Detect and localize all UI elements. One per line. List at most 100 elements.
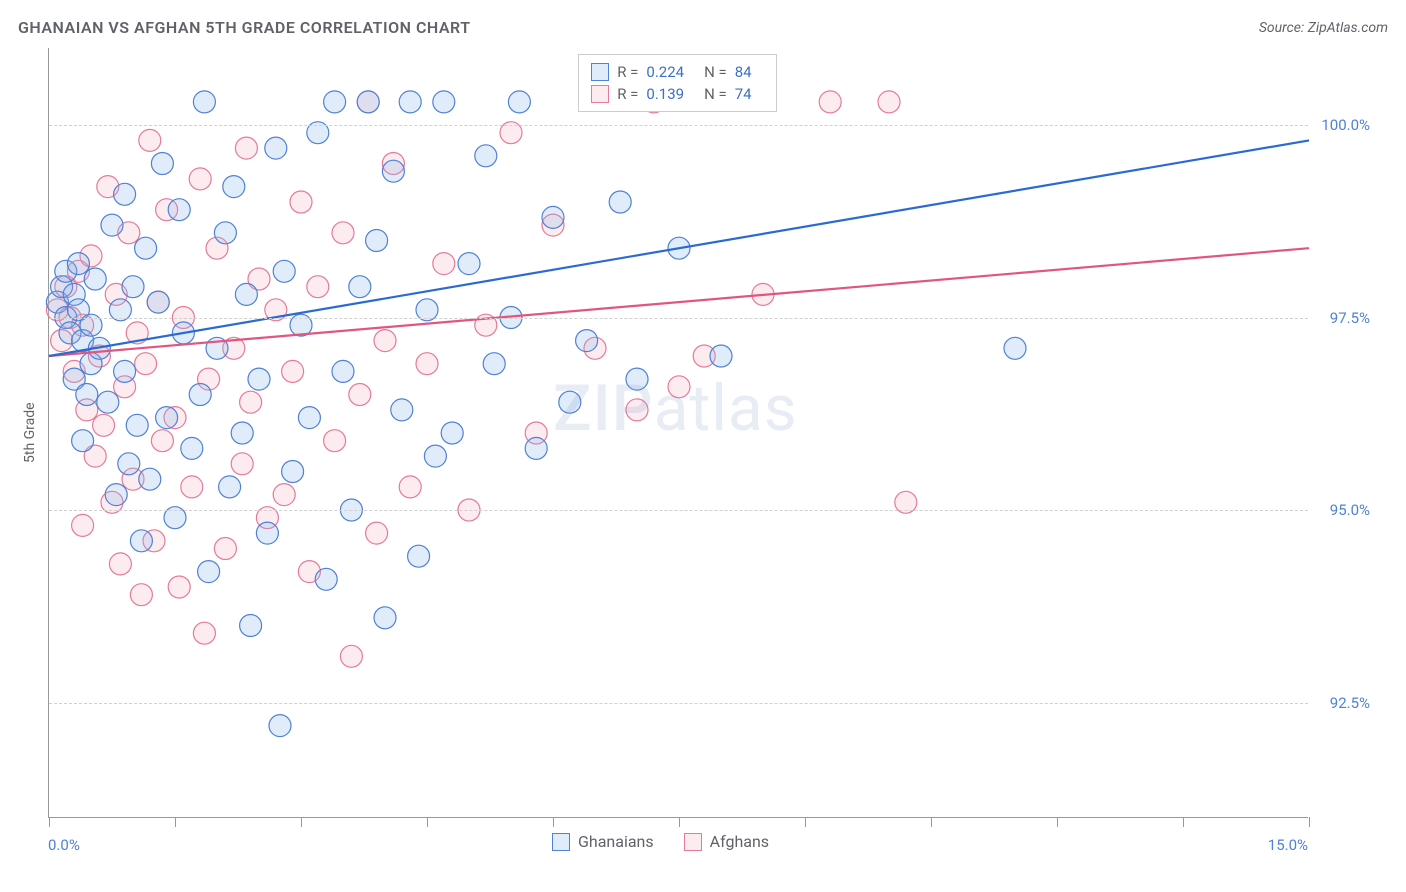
data-point-ghanaians	[391, 399, 413, 421]
data-point-afghans	[93, 414, 115, 436]
data-point-afghans	[626, 399, 648, 421]
data-point-ghanaians	[332, 360, 354, 382]
legend-swatch-afghans	[591, 85, 609, 103]
y-tick-label: 95.0%	[1330, 501, 1370, 519]
n-label: N =	[704, 85, 727, 103]
gridline	[49, 318, 1308, 319]
data-point-ghanaians	[357, 91, 379, 113]
data-point-ghanaians	[219, 476, 241, 498]
data-point-afghans	[135, 353, 157, 375]
x-tick	[427, 817, 428, 827]
data-point-afghans	[214, 538, 236, 560]
data-point-afghans	[399, 476, 421, 498]
gridline	[49, 125, 1308, 126]
data-point-afghans	[282, 360, 304, 382]
data-point-ghanaians	[193, 91, 215, 113]
data-point-ghanaians	[433, 91, 455, 113]
legend-label-afghans: Afghans	[710, 832, 769, 851]
data-point-afghans	[307, 276, 329, 298]
data-point-ghanaians	[399, 91, 421, 113]
data-point-ghanaians	[198, 561, 220, 583]
data-point-ghanaians	[525, 437, 547, 459]
legend-item-ghanaians[interactable]: Ghanaians	[552, 832, 654, 851]
x-tick	[1057, 817, 1058, 827]
trend-line-ghanaians	[49, 140, 1309, 356]
n-value-ghanaians: 84	[735, 63, 752, 81]
gridline	[49, 703, 1308, 704]
x-tick	[1309, 817, 1310, 827]
data-point-afghans	[433, 253, 455, 275]
data-point-ghanaians	[408, 545, 430, 567]
data-point-ghanaians	[101, 214, 123, 236]
data-point-ghanaians	[72, 430, 94, 452]
data-point-ghanaians	[156, 407, 178, 429]
x-tick	[679, 817, 680, 827]
data-point-ghanaians	[168, 199, 190, 221]
data-point-ghanaians	[269, 715, 291, 737]
legend-item-afghans[interactable]: Afghans	[684, 832, 769, 851]
data-point-afghans	[235, 137, 257, 159]
data-point-ghanaians	[382, 160, 404, 182]
data-point-ghanaians	[84, 268, 106, 290]
data-point-ghanaians	[105, 484, 127, 506]
r-value-ghanaians: 0.224	[646, 63, 684, 81]
legend-row-afghans: R =0.139N =74	[591, 83, 763, 105]
data-point-ghanaians	[118, 453, 140, 475]
data-point-ghanaians	[139, 468, 161, 490]
data-point-ghanaians	[235, 283, 257, 305]
data-point-afghans	[819, 91, 841, 113]
data-point-ghanaians	[1004, 337, 1026, 359]
legend-swatch-ghanaians	[552, 833, 570, 851]
legend-swatch-afghans	[684, 833, 702, 851]
data-point-afghans	[193, 622, 215, 644]
data-point-ghanaians	[189, 384, 211, 406]
x-tick	[805, 817, 806, 827]
data-point-ghanaians	[324, 91, 346, 113]
data-point-afghans	[139, 129, 161, 151]
data-point-afghans	[290, 191, 312, 213]
data-point-ghanaians	[130, 530, 152, 552]
x-tick	[175, 817, 176, 827]
data-point-ghanaians	[114, 360, 136, 382]
data-point-afghans	[231, 453, 253, 475]
data-point-afghans	[324, 430, 346, 452]
source-label: Source: ZipAtlas.com	[1259, 20, 1388, 36]
data-point-ghanaians	[349, 276, 371, 298]
series-legend: Ghanaians Afghans	[552, 832, 769, 851]
data-point-ghanaians	[609, 191, 631, 213]
x-tick	[553, 817, 554, 827]
data-point-afghans	[151, 430, 173, 452]
data-point-afghans	[273, 484, 295, 506]
legend-label-ghanaians: Ghanaians	[578, 832, 654, 851]
data-point-ghanaians	[366, 230, 388, 252]
data-point-ghanaians	[248, 368, 270, 390]
header-row: GHANAIAN VS AFGHAN 5TH GRADE CORRELATION…	[18, 18, 1388, 37]
data-point-ghanaians	[231, 422, 253, 444]
y-tick-label: 92.5%	[1330, 694, 1370, 712]
data-point-ghanaians	[256, 522, 278, 544]
data-point-afghans	[349, 384, 371, 406]
x-tick	[1183, 817, 1184, 827]
data-point-ghanaians	[151, 153, 173, 175]
data-point-afghans	[168, 576, 190, 598]
y-axis-label: 5th Grade	[22, 402, 38, 463]
data-point-afghans	[878, 91, 900, 113]
data-point-ghanaians	[559, 391, 581, 413]
legend-row-ghanaians: R =0.224N =84	[591, 61, 763, 83]
data-point-ghanaians	[97, 391, 119, 413]
data-point-ghanaians	[223, 176, 245, 198]
y-tick-label: 97.5%	[1330, 309, 1370, 327]
r-value-afghans: 0.139	[646, 85, 684, 103]
data-point-ghanaians	[508, 91, 530, 113]
chart-container: GHANAIAN VS AFGHAN 5TH GRADE CORRELATION…	[0, 0, 1406, 892]
y-tick-label: 100.0%	[1321, 116, 1370, 134]
n-value-afghans: 74	[735, 85, 752, 103]
data-point-ghanaians	[542, 206, 564, 228]
data-point-ghanaians	[626, 368, 648, 390]
data-point-ghanaians	[76, 384, 98, 406]
data-point-ghanaians	[374, 607, 396, 629]
data-point-afghans	[181, 476, 203, 498]
x-tick	[49, 817, 50, 827]
data-point-ghanaians	[424, 445, 446, 467]
data-point-afghans	[374, 330, 396, 352]
